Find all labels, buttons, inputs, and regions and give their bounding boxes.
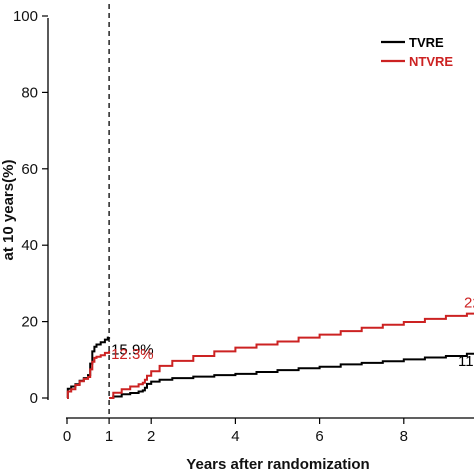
x-tick-label: 8 bbox=[400, 428, 408, 445]
series-line-ntvre-early bbox=[66, 351, 111, 399]
x-ticks-group: 0 1 2 4 6 8 bbox=[63, 418, 408, 445]
series-line-ntvre-late bbox=[109, 312, 474, 399]
y-tick-label: 40 bbox=[21, 237, 38, 254]
y-tick-label: 0 bbox=[30, 390, 38, 407]
annotation-ntvre: 22.4% bbox=[464, 294, 474, 311]
annotations-group: 15.9%12.3% 22.4% 11.2% bbox=[111, 294, 474, 370]
x-tick-label: 4 bbox=[231, 428, 239, 445]
legend-label-tvre: TVRE bbox=[409, 35, 444, 50]
series-group bbox=[66, 312, 474, 399]
x-tick-label: 2 bbox=[147, 428, 155, 445]
x-tick-label: 0 bbox=[63, 428, 71, 445]
x-axis-label: Years after randomization bbox=[186, 456, 369, 473]
y-tick-label: 100 bbox=[13, 8, 38, 25]
legend-label-ntvre: NTVRE bbox=[409, 54, 453, 69]
annotation-ntvre: 12.3% bbox=[111, 346, 154, 363]
x-tick-label: 6 bbox=[315, 428, 323, 445]
annotation-tvre: 15.9% bbox=[111, 341, 154, 358]
annotation-tvre: 11.2% bbox=[458, 353, 474, 370]
y-tick-label: 60 bbox=[21, 161, 38, 178]
y-ticks-group: 0 20 40 60 80 100 bbox=[13, 8, 48, 407]
x-tick-label: 1 bbox=[105, 428, 113, 445]
series-line-tvre-early bbox=[66, 336, 111, 399]
legend: TVRE NTVRE bbox=[381, 35, 453, 69]
y-axis-label: at 10 years(%) bbox=[0, 160, 17, 261]
y-tick-label: 20 bbox=[21, 314, 38, 331]
y-tick-label: 80 bbox=[21, 84, 38, 101]
axes-group bbox=[47, 18, 474, 419]
series-line-tvre-late bbox=[109, 352, 474, 399]
